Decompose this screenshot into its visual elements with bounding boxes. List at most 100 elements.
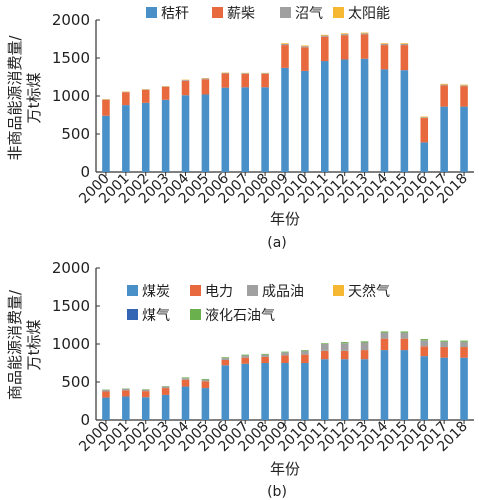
bar-segment bbox=[221, 357, 230, 359]
bar-segment bbox=[241, 73, 249, 88]
bar-segment bbox=[380, 43, 389, 44]
bar-segment bbox=[440, 357, 448, 420]
bar-segment bbox=[460, 106, 468, 172]
legend-swatch bbox=[247, 285, 258, 296]
bar-segment bbox=[301, 350, 309, 355]
bar-segment bbox=[201, 388, 210, 420]
bar-segment bbox=[360, 342, 369, 351]
bar-segment bbox=[380, 331, 389, 333]
bar-segment bbox=[241, 87, 249, 172]
panel-label: (b) bbox=[267, 484, 287, 500]
bar-segment bbox=[161, 388, 170, 395]
legend-label: 煤气 bbox=[142, 308, 170, 324]
bar-segment bbox=[161, 386, 170, 389]
bar-segment bbox=[440, 85, 448, 107]
bar-segment bbox=[340, 350, 349, 360]
bar-segment bbox=[141, 102, 150, 172]
bar-segment bbox=[201, 381, 210, 389]
y-axis-label-line: 万t标煤 bbox=[25, 73, 43, 124]
bar-segment bbox=[380, 332, 389, 339]
y-axis-label-line: 商品能源消费量/ bbox=[6, 289, 24, 400]
legend-swatch bbox=[127, 309, 138, 320]
bar-segment bbox=[420, 340, 429, 347]
bar-segment bbox=[460, 85, 468, 87]
legend-label: 煤炭 bbox=[142, 284, 170, 300]
bar-segment bbox=[321, 36, 329, 62]
bar-segment bbox=[460, 84, 468, 86]
bar-segment bbox=[141, 89, 150, 103]
bar-segment bbox=[420, 339, 429, 341]
bar-segment bbox=[380, 43, 389, 46]
bar-segment bbox=[360, 33, 369, 35]
bar-segment bbox=[440, 341, 448, 348]
bar-segment bbox=[301, 363, 309, 420]
bar-segment bbox=[201, 378, 210, 380]
bar-segment bbox=[221, 365, 230, 420]
bar-segment bbox=[460, 347, 468, 358]
bar-segment bbox=[261, 363, 269, 420]
bar-segment bbox=[301, 46, 309, 48]
bar-segment bbox=[301, 354, 309, 363]
bar-segment bbox=[122, 92, 130, 106]
bar-segment bbox=[141, 391, 150, 398]
bar-segment bbox=[380, 69, 389, 172]
bar-segment bbox=[181, 80, 190, 81]
bar-segment bbox=[141, 397, 150, 420]
y-tick-label: 0 bbox=[80, 163, 90, 181]
legend-swatch bbox=[280, 7, 291, 18]
bar-segment bbox=[400, 350, 409, 420]
bar-segment bbox=[281, 352, 289, 356]
bar-segment bbox=[340, 359, 349, 420]
bar-segment bbox=[201, 379, 210, 382]
bar-segment bbox=[301, 47, 309, 71]
bar-segment bbox=[321, 343, 329, 344]
legend-label: 秸秆 bbox=[161, 6, 189, 22]
bar-segment bbox=[281, 43, 289, 44]
bar-segment bbox=[380, 350, 389, 420]
bar-segment bbox=[201, 94, 210, 172]
y-tick-label: 1500 bbox=[52, 297, 90, 315]
bar-segment bbox=[400, 43, 409, 44]
bar-segment bbox=[420, 346, 429, 357]
bar-segment bbox=[102, 397, 110, 420]
bar-segment bbox=[360, 32, 369, 34]
bar-segment bbox=[181, 378, 190, 380]
bar-segment bbox=[360, 34, 369, 59]
bar-segment bbox=[122, 396, 130, 420]
bar-segment bbox=[440, 106, 448, 172]
bar-segment bbox=[122, 388, 130, 391]
bar-segment bbox=[360, 359, 369, 420]
legend-label: 成品油 bbox=[262, 284, 304, 300]
bar-segment bbox=[321, 34, 329, 36]
bar-segment bbox=[281, 43, 289, 46]
bar-segment bbox=[221, 73, 230, 88]
bar-segment bbox=[261, 87, 269, 172]
bar-segment bbox=[181, 95, 190, 172]
bar-segment bbox=[440, 83, 448, 85]
bar-segment bbox=[301, 350, 309, 351]
bar-segment bbox=[221, 87, 230, 172]
bar-segment bbox=[122, 390, 130, 397]
legend-label: 薪柴 bbox=[227, 6, 255, 22]
bar-segment bbox=[460, 341, 468, 348]
bar-segment bbox=[301, 45, 309, 47]
legend-swatch bbox=[146, 7, 157, 18]
y-axis-label: 商品能源消费量/万t标煤 bbox=[6, 289, 43, 400]
legend-swatch bbox=[190, 285, 201, 296]
legend-label: 太阳能 bbox=[348, 6, 390, 22]
bar-segment bbox=[321, 350, 329, 360]
bar-segment bbox=[460, 340, 468, 342]
bar-segment bbox=[340, 342, 349, 344]
bar-segment bbox=[141, 389, 150, 392]
bar-segment bbox=[400, 332, 409, 339]
bar-segment bbox=[161, 86, 170, 100]
bar-segment bbox=[201, 78, 210, 80]
bar-segment bbox=[221, 358, 230, 360]
bar-segment bbox=[161, 99, 170, 172]
x-axis-label: 年份 bbox=[270, 460, 300, 478]
bar-segment bbox=[102, 99, 110, 116]
bar-segment bbox=[261, 356, 269, 363]
bar-segment bbox=[102, 391, 110, 398]
bar-segment bbox=[281, 363, 289, 420]
legend-swatch bbox=[333, 7, 344, 18]
